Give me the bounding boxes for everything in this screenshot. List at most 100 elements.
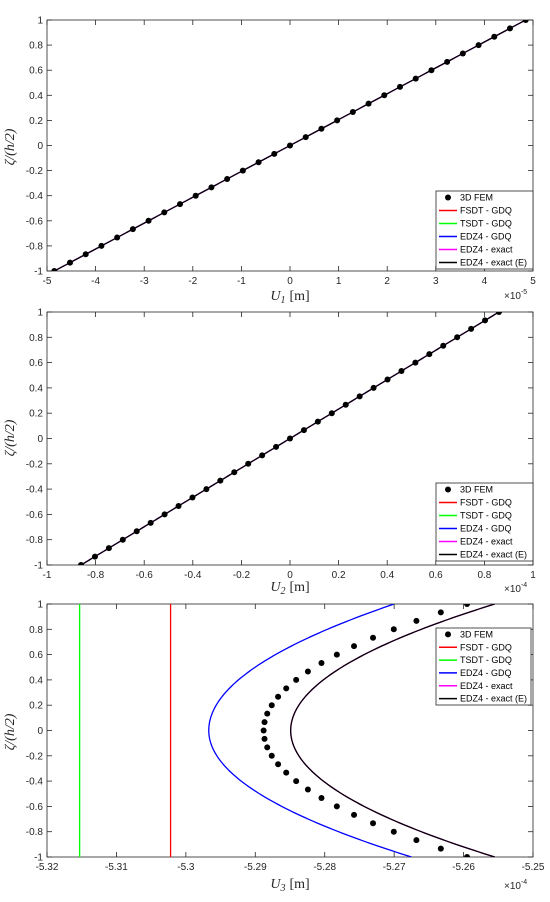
- panel-u3-xtick-label: -5.26: [452, 862, 475, 873]
- panel-u2-ytick-label: 0.6: [29, 358, 43, 369]
- panel-u3-fem-point: [318, 794, 325, 801]
- panel-u2-plot-area: [78, 312, 502, 565]
- legend-label: EDZ4 - GDQ: [460, 668, 512, 678]
- panel-u2-ytick-label: -1: [34, 561, 43, 572]
- panel-u2-ytick-label: -0.6: [26, 510, 44, 521]
- panel-u3-plot-area: [78, 604, 496, 857]
- panel-u2-fem-point: [91, 553, 98, 560]
- panel-u2-legend-box: [435, 482, 534, 562]
- panel-u2-fem-point: [287, 435, 293, 442]
- panel-u1-ylabel: ζ/(h/2): [3, 128, 18, 165]
- legend-label: EDZ4 - exact: [460, 681, 513, 691]
- panel-u2-fem-point: [161, 511, 168, 518]
- panel-u2-xtick-label: -0.6: [136, 570, 154, 581]
- legend-label: EDZ4 - exact: [460, 245, 513, 255]
- panel-u3-fem-point: [264, 710, 271, 717]
- panel-u2-fem-point: [426, 351, 433, 358]
- panel-u1-fem-point: [334, 117, 341, 124]
- panel-u1-xtick-label: 2: [384, 276, 390, 287]
- panel-u2-fem-point: [314, 418, 321, 425]
- panel-u2-fem-point: [482, 317, 489, 324]
- panel-u2-fem-point: [328, 410, 335, 417]
- panel-u3-xtick-label: -5.29: [244, 862, 267, 873]
- panel-u2-ytick-label: -0.4: [26, 485, 44, 496]
- panel-u3-fem-point: [261, 735, 268, 742]
- legend-label: FSDT - GDQ: [460, 498, 512, 508]
- panel-u1-fem-point: [365, 100, 372, 107]
- panel-u2-fem-point: [147, 519, 154, 526]
- panel-u2-xtick-label: -0.8: [87, 570, 105, 581]
- panel-u3-fem-point: [268, 752, 275, 759]
- panel-u1-xtick-label: 4: [482, 276, 488, 287]
- panel-u3-fem-point: [333, 651, 340, 658]
- panel-u3-ytick-label: -0.6: [26, 802, 44, 813]
- panel-u3-ytick-label: 0: [37, 726, 43, 737]
- panel-u2-ytick-label: -0.8: [26, 535, 44, 546]
- panel-u2-xtick-label: 1: [530, 570, 536, 581]
- panel-u1-x-multiplier: ×10-5: [504, 289, 527, 302]
- panel-u1-fem-point: [349, 109, 356, 116]
- legend-label: EDZ4 - exact (E): [460, 694, 527, 704]
- panel-u2-xtick-label: -0.2: [233, 570, 251, 581]
- panel-u2-fem-point: [398, 368, 405, 375]
- panel-u3-fem-point: [437, 609, 444, 616]
- panel-u3-fem-point: [293, 676, 300, 683]
- panel-u2-xtick-label: 0: [287, 570, 293, 581]
- panel-u2-fem-point: [342, 401, 349, 408]
- panel-u2-fem-point: [203, 486, 210, 493]
- panel-u3-legend-box: [435, 627, 532, 706]
- panel-u2-ytick-label: -0.2: [26, 459, 44, 470]
- legend-marker-dot: [445, 194, 451, 201]
- panel-u1-fem-point: [51, 268, 58, 271]
- panel-u1-ytick-label: -0.4: [26, 191, 44, 202]
- panel-u2-ytick-label: 1: [37, 308, 43, 319]
- panel-u1-fem-point: [255, 159, 262, 166]
- panel-u3-fem-point: [413, 837, 420, 844]
- panel-u1-ytick-label: 0.8: [29, 41, 43, 52]
- panel-u1-fem-point: [522, 20, 529, 23]
- panel-u1-xtick-label: 1: [336, 276, 342, 287]
- panel-u1-xtick-label: -2: [188, 276, 197, 287]
- panel-u1-fem-point: [428, 67, 435, 74]
- legend-marker-dot: [445, 486, 451, 493]
- panel-u2-fem-point: [231, 469, 238, 476]
- panel-u3-fem-point: [390, 828, 397, 835]
- panel-u3-ytick-label: -1: [34, 853, 43, 864]
- panel-u1-fem-point: [177, 201, 184, 208]
- panel-u3-fem-point: [304, 786, 311, 793]
- panel-u1-fem-point: [192, 192, 199, 199]
- panel-u3-fem-point: [318, 660, 325, 667]
- panel-u3-fem-point: [264, 744, 271, 751]
- panel-u3-ytick-label: 0.6: [29, 650, 43, 661]
- panel-u3-fem-point: [268, 702, 275, 709]
- panel-u1-fem-point: [318, 125, 325, 132]
- panel-u3-ytick-label: 0.8: [29, 625, 43, 636]
- panel-u1-fem-point: [114, 234, 121, 241]
- panel-u2-fem-point: [259, 452, 266, 459]
- panel-u1-fem-point: [239, 167, 246, 174]
- panel-u3-fem-point: [370, 634, 377, 641]
- panel-u2-fem-point: [119, 536, 126, 543]
- panel-u2-xtick-label: 0.4: [380, 570, 394, 581]
- panel-u1-ytick-label: 0.2: [29, 116, 43, 127]
- panel-u2-ylabel: ζ/(h/2): [3, 419, 18, 456]
- panel-u3-xtick-label: -5.31: [105, 862, 128, 873]
- legend-label: EDZ4 - exact (E): [460, 258, 527, 268]
- panel-u1-ytick-label: -0.6: [26, 216, 44, 227]
- panel-u3-series-edz4-gdq: [208, 604, 412, 857]
- panel-u2-ytick-label: 0: [37, 434, 43, 445]
- panel-u3-xtick-label: -5.25: [522, 862, 545, 873]
- panel-u1-fem-point: [145, 217, 152, 224]
- panel-u3-fem-point: [464, 604, 471, 607]
- panel-u1-fem-point: [208, 184, 215, 191]
- panel-u3-fem-point: [275, 693, 282, 700]
- panel-u2-fem-point: [412, 359, 419, 366]
- panel-u1-fem-point: [271, 150, 278, 157]
- panel-u1-legend: 3D FEM FSDT - GDQ TSDT - GDQ EDZ4 - GDQ EDZ4…: [435, 190, 534, 270]
- panel-u2-fem-point: [370, 384, 377, 391]
- panel-u1-fem-point: [161, 209, 168, 216]
- panel-u1-ytick-label: 0.4: [29, 91, 43, 102]
- panel-u3-xtick-label: -5.28: [313, 862, 336, 873]
- panel-u2-fem-point: [217, 477, 224, 484]
- panel-u1-legend-box: [435, 190, 534, 270]
